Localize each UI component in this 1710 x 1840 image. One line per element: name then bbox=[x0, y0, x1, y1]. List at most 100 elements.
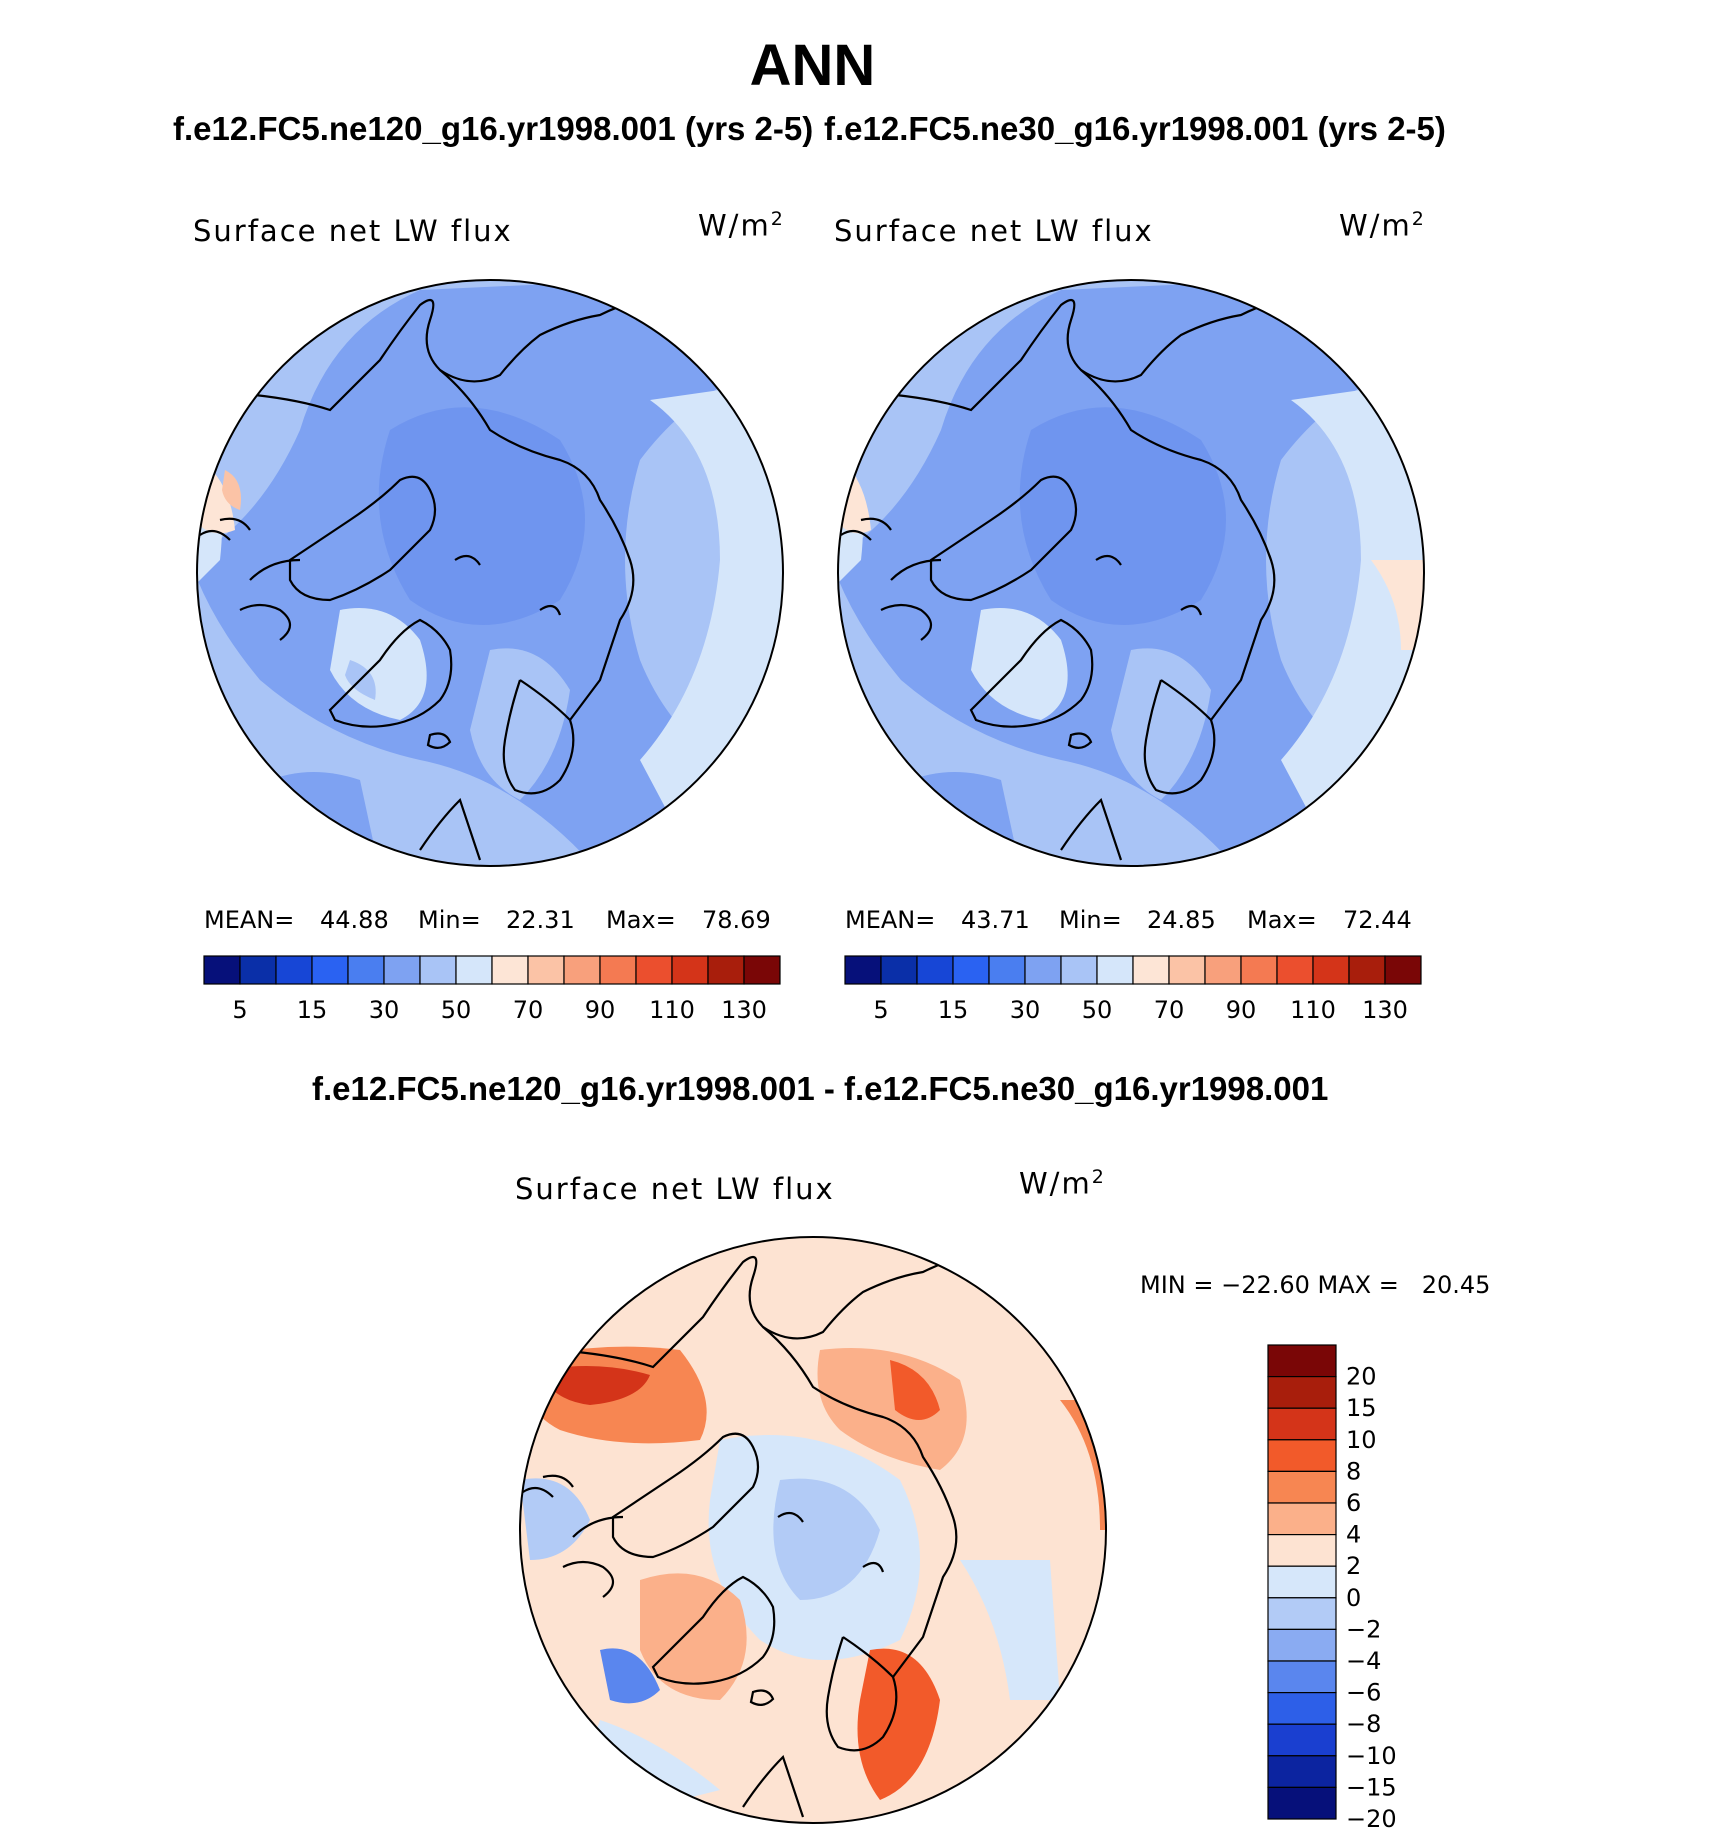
colorbar-swatch bbox=[707, 955, 745, 985]
colorbar-swatch bbox=[916, 955, 954, 985]
colorbar-swatch bbox=[1096, 955, 1134, 985]
coastlines-diff bbox=[522, 1255, 984, 1818]
colorbar-swatch bbox=[527, 955, 565, 985]
colorbar-swatch bbox=[275, 955, 313, 985]
colorbar-tick-label: −8 bbox=[1346, 1710, 1381, 1738]
case-title-left: f.e12.FC5.ne120_g16.yr1998.001 (yrs 2-5) bbox=[173, 110, 814, 147]
colorbar-tick-label: 50 bbox=[441, 996, 472, 1024]
diff-minmax: MIN = −22.60 MAX = 20.45 bbox=[1140, 1271, 1491, 1299]
colorbar-tick-label: 110 bbox=[1290, 996, 1336, 1024]
map-border-diff bbox=[519, 1236, 1107, 1824]
case-title-right: f.e12.FC5.ne30_g16.yr1998.001 (yrs 2-5) bbox=[824, 110, 1446, 147]
colorbar-swatch bbox=[599, 955, 637, 985]
units-diff: W/m2 bbox=[1019, 1166, 1106, 1201]
panel-title-right: Surface net LW flux bbox=[834, 214, 1154, 248]
colorbar-swatch bbox=[1384, 955, 1422, 985]
panel-title-left: Surface net LW flux bbox=[193, 214, 513, 248]
colorbar-swatch bbox=[1267, 1344, 1337, 1378]
figure-title: ANN bbox=[749, 33, 876, 98]
colorbar-swatch bbox=[1240, 955, 1278, 985]
colorbar-swatch bbox=[1267, 1628, 1337, 1662]
colorbar-tick-label: 30 bbox=[1010, 996, 1041, 1024]
colorbar-tick-label: 8 bbox=[1346, 1457, 1361, 1485]
colorbar-swatch bbox=[1168, 955, 1206, 985]
units-left: W/m2 bbox=[698, 208, 785, 243]
colorbar-tick-label: −4 bbox=[1346, 1647, 1381, 1675]
diff-title: f.e12.FC5.ne120_g16.yr1998.001 - f.e12.F… bbox=[312, 1070, 1329, 1107]
colorbar-tick-label: 90 bbox=[585, 996, 616, 1024]
colorbar-swatch bbox=[1267, 1565, 1337, 1599]
colorbar-swatch bbox=[844, 955, 882, 985]
colorbar-swatch bbox=[1267, 1439, 1337, 1473]
colorbar-swatch bbox=[671, 955, 709, 985]
colorbar-tick-label: 15 bbox=[297, 996, 328, 1024]
colorbar-swatch bbox=[239, 955, 277, 985]
colorbar-swatch bbox=[383, 955, 421, 985]
colorbar-swatch bbox=[1267, 1660, 1337, 1694]
colorbar-tick-label: 20 bbox=[1346, 1363, 1377, 1391]
max-label-left: Max= bbox=[606, 906, 676, 934]
colorbar-swatch bbox=[880, 955, 918, 985]
min-value-left: 22.31 bbox=[506, 906, 575, 934]
colorbar-swatch bbox=[1267, 1502, 1337, 1536]
colorbar-swatch bbox=[988, 955, 1026, 985]
min-value-right: 24.85 bbox=[1147, 906, 1216, 934]
mean-value-left: 44.88 bbox=[320, 906, 389, 934]
colorbar-swatch bbox=[203, 955, 241, 985]
colorbar-swatch bbox=[491, 955, 529, 985]
map-diff bbox=[520, 1237, 1106, 1823]
colorbar-swatch bbox=[563, 955, 601, 985]
colorbar-tick-label: 15 bbox=[1346, 1394, 1377, 1422]
colorbar-tick-label: 10 bbox=[1346, 1426, 1377, 1454]
colorbar-tick-label: 2 bbox=[1346, 1552, 1361, 1580]
colorbar-swatch bbox=[419, 955, 457, 985]
colorbar-tick-label: 70 bbox=[1154, 996, 1185, 1024]
map-border-left bbox=[196, 279, 784, 867]
map-right bbox=[838, 280, 1424, 866]
colorbar-tick-label: 70 bbox=[513, 996, 544, 1024]
colorbar-tick-label: 110 bbox=[649, 996, 695, 1024]
colorbar-tick-label: 4 bbox=[1346, 1521, 1361, 1549]
coastlines-right bbox=[840, 298, 1302, 861]
colorbar-swatch bbox=[952, 955, 990, 985]
max-value-right: 72.44 bbox=[1343, 906, 1412, 934]
colorbar-swatch bbox=[1267, 1407, 1337, 1441]
units-right: W/m2 bbox=[1339, 208, 1426, 243]
colorbar-swatch bbox=[1267, 1470, 1337, 1504]
colorbar-tick-label: −20 bbox=[1346, 1805, 1397, 1833]
colorbar-tick-label: 50 bbox=[1082, 996, 1113, 1024]
mean-value-right: 43.71 bbox=[961, 906, 1030, 934]
colorbar-tick-label: 130 bbox=[1362, 996, 1408, 1024]
colorbar-tick-label: −2 bbox=[1346, 1615, 1381, 1643]
panel-title-diff: Surface net LW flux bbox=[515, 1172, 835, 1206]
colorbar-left: 5 15 30 50 70 90 110 130 bbox=[203, 955, 781, 1024]
colorbar-tick-label: −15 bbox=[1346, 1773, 1397, 1801]
mean-label-right: MEAN= bbox=[845, 906, 936, 934]
colorbar-swatch bbox=[1276, 955, 1314, 985]
colorbar-tick-label: 90 bbox=[1226, 996, 1257, 1024]
colorbar-tick-label: 0 bbox=[1346, 1584, 1361, 1612]
mean-label-left: MEAN= bbox=[204, 906, 295, 934]
colorbar-swatch bbox=[1024, 955, 1062, 985]
colorbar-tick-label: 15 bbox=[938, 996, 969, 1024]
colorbar-swatch bbox=[1267, 1691, 1337, 1725]
colorbar-tick-label: −10 bbox=[1346, 1742, 1397, 1770]
colorbar-swatch bbox=[1132, 955, 1170, 985]
map-border-right bbox=[837, 279, 1425, 867]
min-label-left: Min= bbox=[418, 906, 481, 934]
colorbar-swatch bbox=[743, 955, 781, 985]
colorbar-swatch bbox=[347, 955, 385, 985]
colorbar-swatch bbox=[1267, 1375, 1337, 1409]
colorbar-swatch bbox=[1204, 955, 1242, 985]
colorbar-swatch bbox=[1348, 955, 1386, 985]
colorbar-swatch bbox=[1267, 1723, 1337, 1757]
colorbar-tick-label: 6 bbox=[1346, 1489, 1361, 1517]
colorbar-tick-label: 5 bbox=[232, 996, 247, 1024]
colorbar-right: 5 15 30 50 70 90 110 130 bbox=[844, 955, 1422, 1024]
colorbar-swatch bbox=[311, 955, 349, 985]
max-label-right: Max= bbox=[1247, 906, 1317, 934]
map-left bbox=[197, 280, 783, 866]
colorbar-tick-label: 130 bbox=[721, 996, 767, 1024]
